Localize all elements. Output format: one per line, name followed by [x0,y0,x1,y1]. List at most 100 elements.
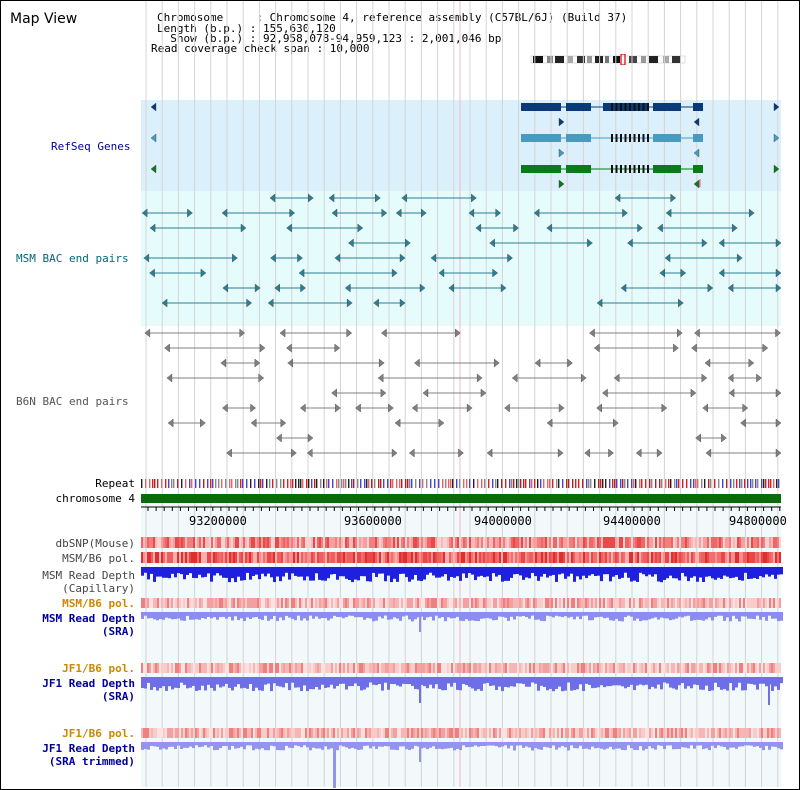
msm-b6-pol-cell [721,552,723,563]
jf1-b6-pol-trimmed-cell [417,728,419,738]
b6n-pair-arrow [355,403,361,413]
jf1-b6-pol-cell [739,663,741,673]
repeat-mark [572,479,574,488]
msm-pair-arrow [348,238,354,248]
jf1-sra-depth-bar [297,677,300,688]
msm-sra-depth-bar [372,612,375,622]
jf1-sra-depth-bar [357,677,360,687]
b6n-pair-arrow [458,448,464,458]
msm-sra-depth-bar [336,612,339,618]
msm-cap-depth-bar [390,567,393,583]
dbsnp-cell [625,537,627,548]
jf1-trim-depth-bar [672,742,675,750]
dbsnp-cell [575,537,577,548]
jf1-sra-depth-bar [522,677,525,684]
msm-sra-depth-bar [540,612,543,621]
gene-arrow [558,179,565,189]
msm-b6-pol-sra-cell [629,598,631,608]
msm-cap-depth-bar [435,567,438,578]
jf1-sra-depth-bar [360,677,363,691]
jf1-sra-depth-bar [252,677,255,691]
repeat-mark [562,479,564,488]
dbsnp-cell [209,537,211,548]
jf1-sra-depth-bar [222,677,225,687]
msm-b6-pol-cell [563,552,565,563]
msm-b6-pol-sra-cell [317,598,319,608]
msm-b6-pol-cell [163,552,165,563]
jf1-b6-pol-trimmed-cell [223,728,225,738]
msm-b6-pol-sra-cell [315,598,317,608]
msm-sra-depth-bar [402,612,405,617]
dbsnp-cell [655,537,657,548]
jf1-sra-depth-bar [216,677,219,685]
msm-cap-depth-bar [504,567,507,581]
msm-b6-pol-sra-cell [477,598,479,608]
msm-b6-pol-cell [221,552,223,563]
jf1-b6-pol-cell [233,663,235,673]
dbsnp-cell [267,537,269,548]
msm-b6-pol-cell [229,552,231,563]
jf1-b6-pol-trimmed-cell [375,728,377,738]
b6n-pair-arrow [276,433,282,443]
msm-b6-pol-cell [223,552,225,563]
dbsnp-cell [739,537,741,548]
dbsnp-cell [531,537,533,548]
msm-b6-pol-sra-cell [275,598,277,608]
jf1-b6-pol-trimmed-cell [625,728,627,738]
jf1-b6-pol-trimmed-cell [393,728,395,738]
jf1-sra-depth-bar [177,677,180,689]
msm-cap-depth-bar [780,567,783,575]
msm-sra-depth-bar [780,612,783,621]
jf1-b6-pol-cell [151,663,153,673]
msm-cap-depth-bar [612,567,615,577]
dbsnp-cell [659,537,661,548]
jf1-b6-pol-trimmed-cell [487,728,489,738]
jf1-sra-depth-bar [594,677,597,688]
jf1-trim-depth-bar [513,742,516,751]
jf1-b6-pol-cell [747,663,749,673]
msm-b6-pol-cell [583,552,585,563]
gene-exon [624,165,627,173]
chromosome-ideogram[interactable] [529,54,687,65]
jf1-b6-pol-cell [357,663,359,673]
b6n-pair-arrow [335,403,341,413]
repeat-mark [773,479,775,488]
msm-b6-pol-cell [525,552,527,563]
msm-sra-depth-bar [279,612,282,618]
msm-b6-pol-cell [203,552,205,563]
jf1-sra-depth-bar [198,677,201,691]
msm-sra-depth-bar [528,612,531,619]
dbsnp-cell [727,537,729,548]
jf1-b6-pol-cell [327,663,329,673]
jf1-b6-pol-trimmed-cell [711,728,713,738]
jf1-trim-depth-bar [495,742,498,747]
msm-b6-pol-sra-cell [313,598,315,608]
msm-b6-pol-sra-cell [395,598,397,608]
repeat-mark [645,479,647,488]
jf1-b6-pol-cell [287,663,289,673]
repeat-mark [181,479,183,488]
msm-b6-pol-sra-cell [289,598,291,608]
dbsnp-cell [553,537,555,548]
jf1-b6-pol-cell [683,663,685,673]
dbsnp-cell [315,537,317,548]
dbsnp-cell [641,537,643,548]
msm-b6-pol-cell [649,552,651,563]
jf1-b6-pol-cell [705,663,707,673]
jf1-b6-pol-cell [779,663,781,673]
msm-cap-depth-bar [759,567,762,577]
jf1-b6-pol-cell [595,663,597,673]
msm-b6-pol-cell [459,552,461,563]
msm-sra-depth-bar [384,612,387,616]
jf1-sra-depth-bar [690,677,693,689]
b6n-pair-arrow [602,388,608,398]
msm-cap-depth-bar [420,567,423,582]
map-view-title: Map View [10,11,78,27]
jf1-sra-depth-bar [717,677,720,688]
jf1-b6-pol-cell [149,663,151,673]
repeat-mark [445,479,447,488]
gene-exon [629,103,631,111]
msm-pair-arrow [775,268,782,278]
jf1-b6-pol-trimmed-cell [227,728,229,738]
